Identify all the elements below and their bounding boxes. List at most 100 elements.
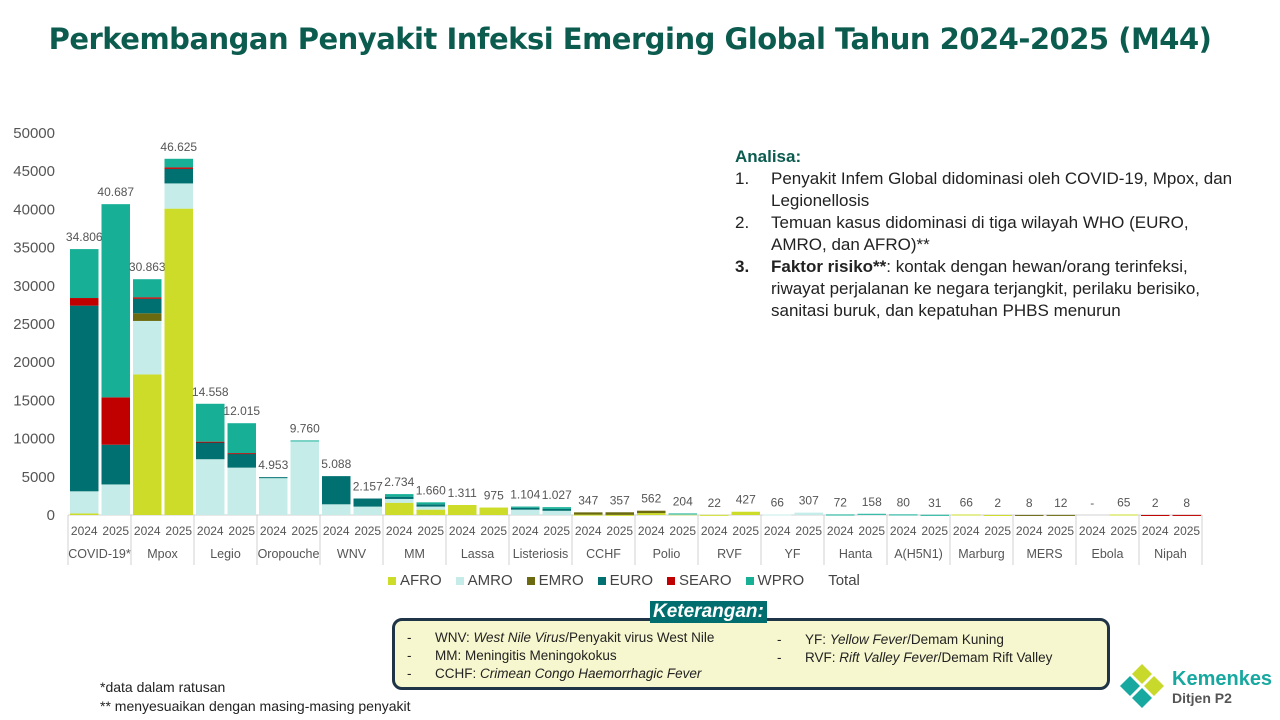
x-category-label: Nipah [1154, 547, 1187, 561]
keterangan-rest: /Demam Kuning [907, 632, 1004, 647]
y-tick-label: 10000 [13, 431, 55, 448]
total-data-label: 80 [897, 495, 911, 509]
x-tick-year: 2024 [197, 524, 224, 538]
bar-segment-afro [700, 514, 729, 516]
bar-segment-amro [259, 477, 288, 515]
legend-swatch [667, 576, 676, 585]
keterangan-abbr: MM: [435, 648, 465, 663]
legend-item: WPRO [745, 572, 804, 589]
bar-segment-wpro [542, 507, 571, 509]
total-data-label: 72 [834, 495, 848, 509]
legend-swatch [455, 576, 464, 585]
bar-segment-wpro [511, 506, 540, 508]
x-tick-year: 2024 [701, 524, 728, 538]
total-data-label: 22 [708, 496, 722, 510]
item-text: Penyakit Infem Global didominasi oleh CO… [771, 169, 1233, 210]
total-data-label: 1.311 [448, 486, 477, 500]
keterangan-title: Keterangan: [650, 601, 767, 623]
bar-segment-amro [322, 504, 351, 515]
total-data-label: 347 [578, 493, 598, 507]
x-tick-year: 2025 [1110, 524, 1137, 538]
x-tick-year: 2024 [134, 524, 161, 538]
y-tick-label: 5000 [22, 469, 55, 486]
keterangan-italic: Crimean Congo Haemorrhagic Fever [480, 666, 702, 681]
total-data-label: 46.625 [160, 140, 197, 154]
x-category-label: MM [404, 547, 425, 561]
logo-sub: Ditjen P2 [1172, 690, 1232, 706]
keterangan-dash: - [407, 648, 412, 663]
legend-swatch [388, 576, 396, 585]
bar-segment-amro [70, 491, 99, 514]
legend-swatch [745, 576, 754, 585]
kemenkes-logo-icon [1120, 664, 1164, 708]
analysis-item: 2. Temuan kasus didominasi di tiga wilaya… [735, 212, 1235, 256]
x-tick-year: 2024 [386, 524, 413, 538]
total-data-label: 66 [771, 495, 785, 509]
y-tick-label: 0 [47, 507, 55, 524]
x-category-label: WNV [337, 547, 367, 561]
x-tick-year: 2025 [102, 524, 129, 538]
x-tick-year: 2024 [890, 524, 917, 538]
chart-legend: AFRO AMRO EMRO EURO SEARO WPRO Total [388, 572, 860, 589]
total-data-label: 65 [1117, 496, 1131, 510]
y-tick-label: 50000 [13, 125, 55, 142]
bar-segment-wpro [227, 423, 256, 454]
x-category-label: Lassa [461, 547, 494, 561]
bar-segment-emro [1046, 514, 1075, 516]
bar-segment-afro [952, 514, 981, 516]
bar-segment-euro [322, 476, 351, 505]
item-number: 3. [735, 257, 750, 276]
x-tick-year: 2025 [228, 524, 255, 538]
page-title: Perkembangan Penyakit Infeksi Emerging G… [48, 22, 1212, 56]
total-data-label: 8 [1183, 496, 1190, 510]
x-tick-year: 2024 [71, 524, 98, 538]
x-category-label: Mpox [147, 547, 178, 561]
bar-segment-afro [416, 509, 445, 515]
bar-segment-euro [511, 507, 540, 510]
bar-segment-wpro [857, 513, 886, 515]
x-category-label: Polio [653, 547, 681, 561]
bar-segment-afro [731, 511, 760, 515]
y-tick-label: 45000 [13, 163, 55, 180]
legend-label: AMRO [467, 572, 513, 589]
kemenkes-logo: Kemenkes Ditjen P2 [1118, 662, 1272, 712]
bar-segment-wpro [196, 403, 225, 442]
keterangan-italic: West Nile Virus [473, 630, 566, 645]
x-tick-year: 2024 [512, 524, 539, 538]
total-data-label: 2 [994, 496, 1001, 510]
y-tick-label: 20000 [13, 354, 55, 371]
x-tick-year: 2024 [260, 524, 287, 538]
x-tick-year: 2024 [1142, 524, 1169, 538]
x-category-label: A(H5N1) [894, 547, 943, 561]
bar-segment-amro [196, 459, 225, 515]
x-tick-year: 2025 [732, 524, 759, 538]
bar-segment-wpro [889, 514, 918, 516]
x-tick-year: 2025 [354, 524, 381, 538]
item-text: : kontak dengan hewan/orang terinfeksi, … [771, 257, 1201, 320]
x-tick-year: 2025 [291, 524, 318, 538]
footnote: ** menyesuaikan dengan masing-masing pen… [100, 698, 411, 714]
bar-segment-amro [542, 510, 571, 515]
total-data-label: 40.687 [97, 185, 134, 199]
total-data-label: 427 [736, 493, 756, 507]
legend-label: SEARO [679, 572, 732, 589]
x-tick-year: 2025 [543, 524, 570, 538]
x-tick-year: 2024 [827, 524, 854, 538]
analysis-item: 3. Faktor risiko**: kontak dengan hewan/o… [735, 256, 1235, 322]
x-tick-year: 2024 [953, 524, 980, 538]
bar-segment-afro [164, 208, 193, 516]
bar-segment-wpro [70, 249, 99, 299]
x-tick-year: 2025 [606, 524, 633, 538]
keterangan-abbr: WNV: [435, 630, 474, 645]
bar-segment-amro [763, 514, 792, 516]
bar-segment-amro [101, 484, 130, 515]
bar-segment-euro [416, 504, 445, 507]
x-tick-year: 2024 [764, 524, 791, 538]
bar-segment-emro [133, 313, 162, 321]
item-bold: Faktor risiko** [771, 257, 887, 276]
keterangan-dash: - [777, 650, 782, 665]
total-data-label: 4.953 [258, 458, 288, 472]
keterangan-item: - YF: Yellow Fever/Demam Kuning [771, 631, 1052, 649]
keterangan-item: - WNV: West Nile Virus/Penyakit virus Wes… [401, 629, 714, 647]
bar-segment-euro [164, 168, 193, 184]
